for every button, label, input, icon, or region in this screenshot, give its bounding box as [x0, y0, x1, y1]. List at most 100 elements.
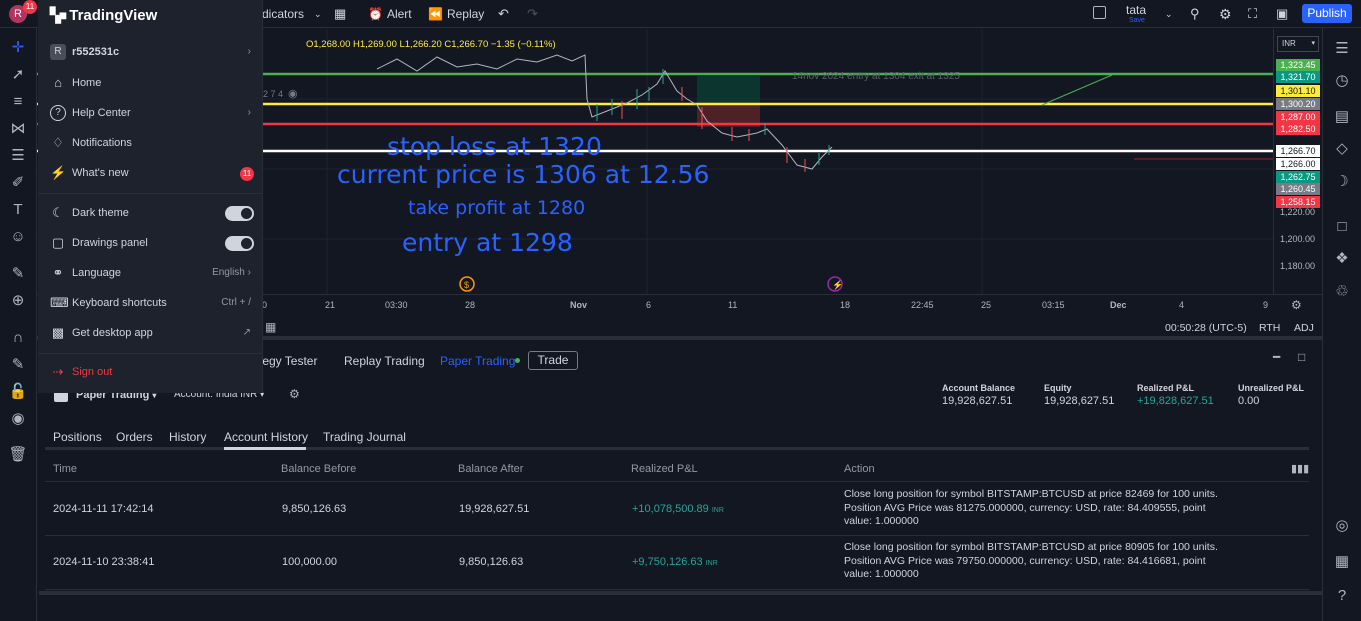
- pattern-icon[interactable]: ⋈: [10, 120, 26, 137]
- account-select[interactable]: Account: India INR ▾: [174, 389, 264, 400]
- alerts-clock-icon[interactable]: ◷: [1335, 72, 1349, 89]
- redo-icon[interactable]: ↷: [527, 6, 538, 21]
- session-time[interactable]: 00:50:28 (UTC-5): [1165, 322, 1247, 334]
- ruler-icon[interactable]: ✎: [11, 265, 25, 282]
- menu-get-desktop-app[interactable]: ▩ Get desktop app ↗: [38, 319, 263, 349]
- chat-icon[interactable]: □: [1337, 218, 1347, 235]
- col-balance-after[interactable]: Balance After: [458, 463, 524, 475]
- earnings-marker[interactable]: [827, 276, 843, 292]
- layout-name[interactable]: tata: [1126, 3, 1147, 17]
- chevron-down-icon[interactable]: ⌄: [314, 9, 322, 19]
- maximize-icon[interactable]: □: [1298, 350, 1306, 364]
- col-realized-pnl[interactable]: Realized P&L: [631, 463, 698, 475]
- table-row[interactable]: 2024-11-11 17:42:14 9,850,126.63 19,928,…: [45, 482, 1309, 536]
- menu-help-center[interactable]: ? Help Center ›: [38, 99, 263, 129]
- menu-notifications[interactable]: ♢ Notifications: [38, 129, 263, 159]
- price-axis[interactable]: INR ▾ 1,323.45 1,321.70 1,301.10 1,300.20 1,2…: [1273, 29, 1322, 294]
- date-range-icon[interactable]: ▦: [265, 320, 277, 334]
- menu-keyboard-shortcuts[interactable]: ⌨ Keyboard shortcuts Ctrl + /: [38, 289, 263, 319]
- dark-theme-toggle[interactable]: [225, 206, 254, 221]
- subtab-positions[interactable]: Positions: [53, 430, 102, 444]
- streams-icon[interactable]: ❖: [1335, 250, 1349, 267]
- take-profit-annotation[interactable]: take profit at 1280: [408, 197, 586, 219]
- subtab-trading-journal[interactable]: Trading Journal: [323, 430, 406, 444]
- magnet-icon[interactable]: ∩: [12, 329, 24, 346]
- zoom-in-icon[interactable]: ⊕: [11, 292, 25, 309]
- current-price-annotation[interactable]: current price is 1306 at 12.56: [337, 160, 710, 189]
- menu-sign-out[interactable]: ⇢ Sign out: [38, 358, 263, 388]
- account-name: Account: India INR: [174, 389, 258, 400]
- gear-icon[interactable]: ⚙: [1219, 6, 1232, 22]
- account-settings-icon[interactable]: ⚙: [289, 387, 300, 401]
- menu-home[interactable]: ⌂ Home: [38, 69, 263, 99]
- data-window-icon[interactable]: ▤: [1334, 108, 1350, 125]
- emoji-icon[interactable]: ☺: [10, 228, 26, 245]
- loss-zone[interactable]: [697, 105, 760, 127]
- undo-icon[interactable]: ↶: [498, 6, 509, 21]
- trash-icon[interactable]: 🗑: [8, 446, 28, 463]
- ideas-bulb-icon[interactable]: ☽: [1335, 173, 1349, 190]
- minimize-icon[interactable]: ━: [1273, 350, 1281, 364]
- time-axis[interactable]: 0 21 03:30 28 Nov 6 11 18 22:45 25 03:15…: [37, 294, 1322, 316]
- alert-button[interactable]: ⏰ Alert: [368, 5, 412, 23]
- col-balance-before[interactable]: Balance Before: [281, 463, 357, 475]
- quick-search-icon[interactable]: ⚲: [1190, 6, 1200, 21]
- camera-icon[interactable]: ▣: [1276, 6, 1289, 21]
- trend-line[interactable]: [1041, 74, 1113, 106]
- notifications-bell-icon[interactable]: ♲: [1335, 283, 1349, 300]
- table-row[interactable]: 2024-11-10 23:38:41 100,000.00 9,850,126…: [45, 536, 1309, 590]
- calendar-icon[interactable]: ▦: [1334, 553, 1350, 570]
- menu-language[interactable]: ⚭ Language English ›: [38, 259, 263, 289]
- trade-button[interactable]: Trade: [528, 351, 578, 370]
- tab-paper-trading[interactable]: Paper Trading: [440, 354, 516, 368]
- chevron-down-icon[interactable]: ⌄: [1165, 9, 1173, 19]
- tab-replay-trading[interactable]: Replay Trading: [344, 354, 425, 368]
- fib-icon[interactable]: ≡: [13, 93, 23, 110]
- tradingview-logo[interactable]: ▚■ TradingView: [50, 7, 157, 24]
- bell-icon: ♢: [52, 135, 64, 150]
- adj-toggle[interactable]: ADJ: [1294, 322, 1314, 334]
- panel-bottom-scrollbar[interactable]: [39, 591, 1322, 595]
- trend-line-icon[interactable]: ➚: [11, 66, 25, 83]
- menu-whats-new[interactable]: ⚡ What's new 11: [38, 159, 263, 189]
- layers-icon[interactable]: ◇: [1336, 140, 1348, 157]
- subtab-history[interactable]: History: [169, 430, 207, 444]
- currency-select[interactable]: INR ▾: [1277, 36, 1319, 52]
- eye-icon[interactable]: ◉: [11, 410, 25, 427]
- hide-eye-icon[interactable]: ◉: [288, 88, 298, 100]
- publish-button[interactable]: Publish: [1302, 4, 1352, 23]
- text-icon[interactable]: T: [13, 201, 23, 218]
- forecast-icon[interactable]: ☰: [11, 147, 25, 164]
- entry-annotation[interactable]: entry at 1298: [402, 228, 573, 257]
- chevron-down-icon: ▾: [152, 391, 157, 400]
- column-settings-icon[interactable]: ▮▮▮: [1291, 463, 1310, 475]
- avatar-button[interactable]: R: [9, 5, 27, 23]
- crosshair-icon[interactable]: ✛: [11, 39, 25, 56]
- stop-loss-annotation[interactable]: stop loss at 1320: [387, 132, 602, 161]
- pnl-value: +10,078,500.89: [632, 503, 709, 515]
- col-time[interactable]: Time: [53, 463, 78, 475]
- templates-icon[interactable]: ▦: [334, 6, 347, 21]
- col-action[interactable]: Action: [844, 463, 875, 475]
- subtab-account-history[interactable]: Account History: [224, 430, 309, 444]
- rth-toggle[interactable]: RTH: [1259, 322, 1281, 334]
- subtab-orders[interactable]: Orders: [116, 430, 153, 444]
- dividend-marker[interactable]: [459, 276, 475, 292]
- help-icon[interactable]: ?: [1337, 587, 1347, 604]
- row-realized-pnl: +9,750,126.63 INR: [632, 556, 718, 568]
- menu-dark-theme[interactable]: ☾ Dark theme: [38, 199, 263, 229]
- tab-strategy-tester[interactable]: tegy Tester: [259, 354, 318, 368]
- menu-drawings-panel[interactable]: ▢ Drawings panel: [38, 229, 263, 259]
- collapse-panel-icon[interactable]: ◎: [1335, 517, 1349, 534]
- brush-icon[interactable]: ✐: [11, 174, 25, 191]
- lock-drawing-icon[interactable]: ✎: [11, 356, 25, 373]
- gear-icon[interactable]: ⚙: [1291, 298, 1302, 312]
- fullscreen-icon[interactable]: ⛶: [1248, 6, 1258, 21]
- layout-select-icon[interactable]: [1093, 6, 1106, 19]
- drawings-panel-toggle[interactable]: [225, 236, 254, 251]
- indicators-button[interactable]: dicators: [262, 5, 304, 23]
- menu-user[interactable]: R r552531c ›: [38, 38, 263, 68]
- replay-button[interactable]: ⏪ Replay: [428, 5, 484, 23]
- watchlist-icon[interactable]: ☰: [1335, 40, 1349, 57]
- lock-icon[interactable]: 🔓: [8, 383, 28, 400]
